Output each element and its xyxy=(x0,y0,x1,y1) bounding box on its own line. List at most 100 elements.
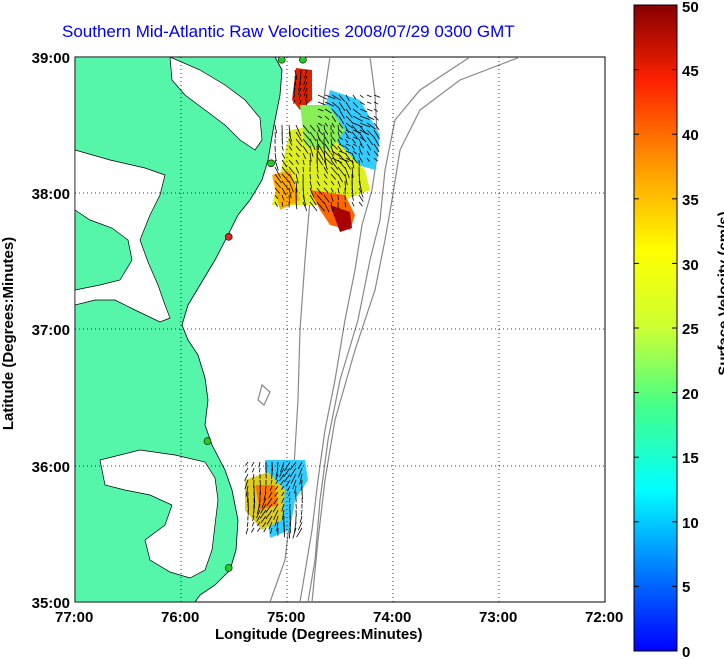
colorbar-ticks xyxy=(634,4,677,652)
radar-station-marker xyxy=(224,233,233,241)
velocity-vector xyxy=(302,194,307,207)
radar-station-marker xyxy=(203,437,212,446)
velocity-vector xyxy=(271,461,273,471)
velocity-vector xyxy=(316,131,321,141)
y-tick-label: 37:00 xyxy=(32,322,70,339)
velocity-vector xyxy=(324,129,329,135)
velocity-vector xyxy=(297,81,302,91)
velocity-vector xyxy=(359,143,365,149)
velocity-vector xyxy=(302,145,309,154)
velocity-vector xyxy=(302,201,308,211)
velocity-vector xyxy=(358,138,363,146)
velocity-vector xyxy=(274,173,282,184)
velocity-vector xyxy=(373,94,381,98)
velocity-vector xyxy=(344,145,350,151)
y-tick-labels: 39:00 38:00 37:00 36:00 35:00 xyxy=(32,50,70,612)
x-tick-label: 72:00 xyxy=(585,609,623,626)
velocity-vector xyxy=(359,108,368,113)
velocity-vector xyxy=(344,166,350,179)
velocity-vector xyxy=(288,124,291,137)
velocity-vector xyxy=(309,131,317,142)
velocity-vector xyxy=(317,122,323,127)
velocity-vector xyxy=(323,180,328,185)
velocity-vector xyxy=(247,503,249,512)
velocity-vector xyxy=(288,131,293,142)
velocity-vector xyxy=(265,509,273,520)
velocity-vector xyxy=(280,479,285,486)
velocity-vector xyxy=(256,515,261,522)
velocity-vector xyxy=(351,131,358,139)
velocity-vector xyxy=(359,157,363,163)
velocity-vector xyxy=(366,143,372,151)
velocity-vector xyxy=(293,87,296,94)
velocity-vector xyxy=(316,166,319,173)
chesapeake-bay xyxy=(75,149,171,323)
velocity-vector xyxy=(345,115,354,124)
velocity-vector xyxy=(281,166,290,176)
velocity-vector xyxy=(344,180,347,190)
velocity-vector xyxy=(263,491,267,501)
velocity-vector xyxy=(288,491,291,497)
radar-station-marker xyxy=(277,57,286,64)
velocity-vector xyxy=(331,150,341,158)
velocity-vector xyxy=(330,194,334,202)
velocity-vector xyxy=(330,187,334,193)
velocity-vector xyxy=(324,143,331,153)
velocity-vector xyxy=(338,143,345,148)
velocity-vector xyxy=(316,194,325,204)
velocity-vector xyxy=(331,143,339,150)
velocity-vector xyxy=(281,187,287,196)
velocity-vector xyxy=(345,143,351,146)
velocity-vector xyxy=(266,497,273,506)
colorbar-tick-label: 50 xyxy=(682,0,699,16)
velocity-vector xyxy=(295,138,303,147)
x-axis-label: Longitude (Degrees:Minutes) xyxy=(215,626,423,643)
colorbar xyxy=(633,4,678,652)
velocity-vector xyxy=(252,515,255,521)
velocity-vector xyxy=(281,173,291,184)
velocity-vector xyxy=(359,101,365,106)
velocity-vector xyxy=(281,138,284,145)
velocity-vector xyxy=(309,145,314,157)
velocity-vector xyxy=(331,122,335,128)
velocity-vector xyxy=(288,187,292,199)
radar-stations xyxy=(203,57,307,572)
velocity-vector xyxy=(295,201,298,210)
velocity-vector xyxy=(309,180,313,189)
velocity-vector xyxy=(331,129,335,134)
velocity-vector xyxy=(285,479,291,487)
velocity-vector xyxy=(288,159,294,166)
velocity-vector xyxy=(265,503,273,513)
velocity-vector xyxy=(274,124,278,134)
velocity-vector xyxy=(309,138,316,150)
velocity-vector xyxy=(373,122,380,131)
velocity-vector xyxy=(280,461,285,473)
velocity-vector xyxy=(281,201,284,207)
velocity-vector xyxy=(351,152,355,159)
velocity-vector xyxy=(316,138,320,151)
velocity-vector xyxy=(317,115,323,119)
velocity-vector xyxy=(344,159,351,170)
velocity-vector xyxy=(323,173,328,179)
velocity-vector xyxy=(359,94,364,99)
velocity-vector xyxy=(352,150,358,155)
velocity-vector xyxy=(252,473,255,480)
velocity-vector xyxy=(253,497,255,509)
colorbar-tick-label: 30 xyxy=(682,257,699,274)
velocity-vector xyxy=(366,129,376,139)
radar-station-marker xyxy=(224,564,233,572)
velocity-vector xyxy=(269,485,273,491)
velocity-vector xyxy=(358,187,364,198)
velocity-vector xyxy=(298,93,302,100)
velocity-vector xyxy=(338,115,345,125)
velocity-vector xyxy=(345,101,352,111)
velocity-vector xyxy=(279,473,285,482)
velocity-vector xyxy=(330,166,338,175)
velocity-vector xyxy=(295,159,300,165)
velocity-vector xyxy=(272,503,279,513)
velocity-vector xyxy=(274,491,279,497)
velocity-vector xyxy=(351,124,359,134)
velocity-vector xyxy=(351,166,354,179)
velocity-vector xyxy=(309,152,312,162)
velocity-vector xyxy=(280,485,285,491)
